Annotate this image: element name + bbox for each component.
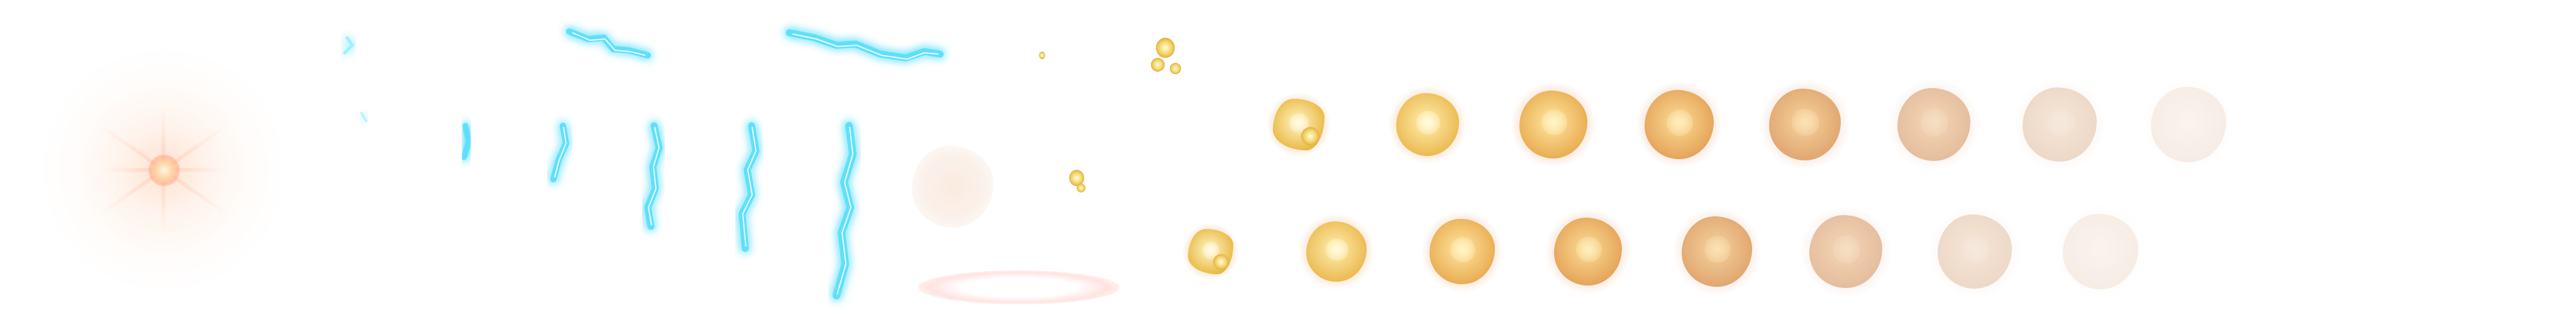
explosion-row-2-frame-6	[1801, 206, 1891, 297]
explosion-row-2-frame-8	[2053, 204, 2148, 299]
spark-small-3	[1077, 184, 1085, 192]
explosion-fragment	[1301, 127, 1319, 145]
spark-small-2	[1069, 170, 1084, 186]
lightning-arc-long	[786, 29, 944, 62]
explosion-body	[2063, 214, 2138, 289]
explosion-halo	[2141, 77, 2236, 172]
explosion-core	[1833, 235, 1861, 264]
flare-glow	[38, 50, 289, 289]
explosion-row-1-frame-2	[1389, 86, 1467, 164]
explosion-core	[1416, 111, 1440, 135]
flare-ray-diagonal	[162, 169, 165, 171]
lightning-frame-6	[738, 122, 760, 252]
lightning-frame-2	[360, 112, 367, 122]
explosion-core	[1325, 238, 1349, 262]
explosion-row-2-frame-1	[1182, 223, 1239, 280]
explosion-body	[2151, 87, 2226, 162]
spark-small-1	[1039, 52, 1045, 59]
explosion-core	[1961, 235, 1990, 264]
explosion-core	[1575, 236, 1602, 263]
spark-cluster-b	[1151, 58, 1165, 72]
explosion-row-2-frame-7	[1928, 205, 2021, 298]
explosion-row-2-frame-4	[1546, 209, 1630, 294]
explosion-row-2-frame-3	[1421, 211, 1503, 292]
explosion-row-2-frame-5	[1673, 208, 1761, 296]
explosion-core	[2087, 235, 2116, 264]
explosion-row-1-frame-4	[1636, 81, 1723, 168]
spark-cluster-c	[1170, 63, 1181, 74]
explosion-row-1-frame-8	[2141, 77, 2236, 172]
flare-ray-cross	[162, 169, 165, 171]
lightning-frame-4	[550, 123, 569, 182]
explosion-core	[1667, 109, 1693, 136]
explosion-core	[1450, 237, 1475, 262]
lightning-frame-7	[833, 122, 857, 299]
explosion-row-1-frame-3	[1511, 82, 1596, 167]
lightning-arc-short	[566, 28, 651, 58]
explosion-core	[2046, 108, 2075, 136]
smoke-puff	[912, 146, 994, 228]
explosion-row-1-frame-6	[1889, 79, 1979, 170]
explosion-row-1-frame-1	[1267, 92, 1331, 157]
explosion-core	[2175, 108, 2204, 137]
lightning-frame-3	[461, 123, 472, 160]
flare-core	[148, 155, 180, 186]
lightning-frame-1	[343, 36, 355, 55]
spark-cluster-a	[1156, 38, 1175, 58]
explosion-core	[1541, 109, 1567, 136]
explosion-core	[1792, 108, 1819, 136]
explosion-core	[1921, 108, 1949, 136]
explosion-halo	[2053, 204, 2148, 299]
explosion-row-2-frame-2	[1299, 214, 1374, 289]
explosion-row-1-frame-7	[2013, 78, 2106, 171]
explosion-core	[1704, 236, 1731, 263]
explosion-fragment	[1213, 253, 1229, 270]
ground-ring	[918, 270, 1119, 304]
lightning-frame-5	[644, 122, 663, 230]
explosion-row-1-frame-5	[1760, 80, 1850, 169]
